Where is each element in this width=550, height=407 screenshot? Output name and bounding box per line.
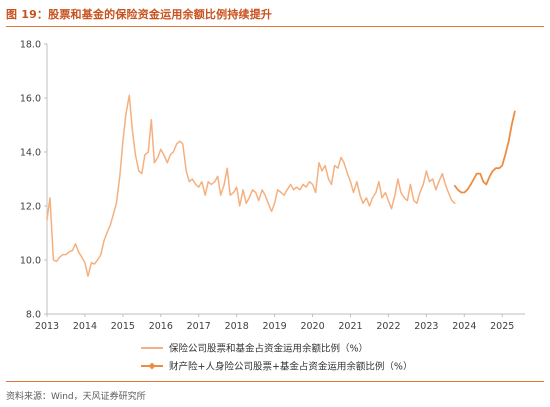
- x-tick-label: 2024: [452, 321, 476, 332]
- x-tick-label: 2022: [376, 321, 400, 332]
- title-rule: [6, 26, 544, 27]
- y-tick-label: 16.0: [20, 94, 41, 105]
- y-tick-label: 14.0: [20, 148, 41, 159]
- y-tick-label: 18.0: [20, 40, 41, 51]
- x-tick-label: 2019: [263, 321, 287, 332]
- x-tick-label: 2025: [490, 321, 514, 332]
- x-axis-ticks: 2013 2014 2015 2016 2017 2018 2019 2020 2021 2022…: [35, 314, 514, 332]
- chart-series: [46, 94, 516, 277]
- x-tick-label: 2014: [73, 321, 97, 332]
- x-tick-label: 2020: [300, 321, 324, 332]
- series-line-2: [453, 110, 516, 194]
- source-note: 资料来源：Wind，天风证券研究所: [6, 392, 146, 402]
- y-tick-label: 10.0: [20, 256, 41, 267]
- y-tick-label: 8.0: [26, 310, 41, 321]
- legend-diamond-marker: [148, 362, 156, 370]
- y-tick-label: 12.0: [20, 202, 41, 213]
- x-tick-label: 2016: [149, 321, 173, 332]
- footer-rule: [6, 381, 544, 382]
- figure-title: 图 19：股票和基金的保险资金运用余额比例持续提升: [6, 8, 273, 21]
- x-tick-label: 2018: [225, 321, 249, 332]
- x-tick-label: 2023: [414, 321, 438, 332]
- y-axis-ticks: 8.0 10.0 12.0 14.0 16.0 18.0: [20, 40, 47, 321]
- chart-legend: 保险公司股票和基金占资金运用余额比例（%） 财产险+人身险公司股票+基金占资金运用…: [141, 343, 412, 373]
- chart-axes: [46, 44, 525, 315]
- x-tick-label: 2013: [35, 321, 59, 332]
- x-tick-label: 2015: [111, 321, 135, 332]
- legend-label-2: 财产险+人身险公司股票+基金占资金运用余额比例（%）: [169, 361, 412, 373]
- legend-label-1: 保险公司股票和基金占资金运用余额比例（%）: [169, 343, 368, 355]
- series-line-1: [46, 94, 456, 277]
- x-tick-label: 2021: [338, 321, 362, 332]
- x-tick-label: 2017: [187, 321, 211, 332]
